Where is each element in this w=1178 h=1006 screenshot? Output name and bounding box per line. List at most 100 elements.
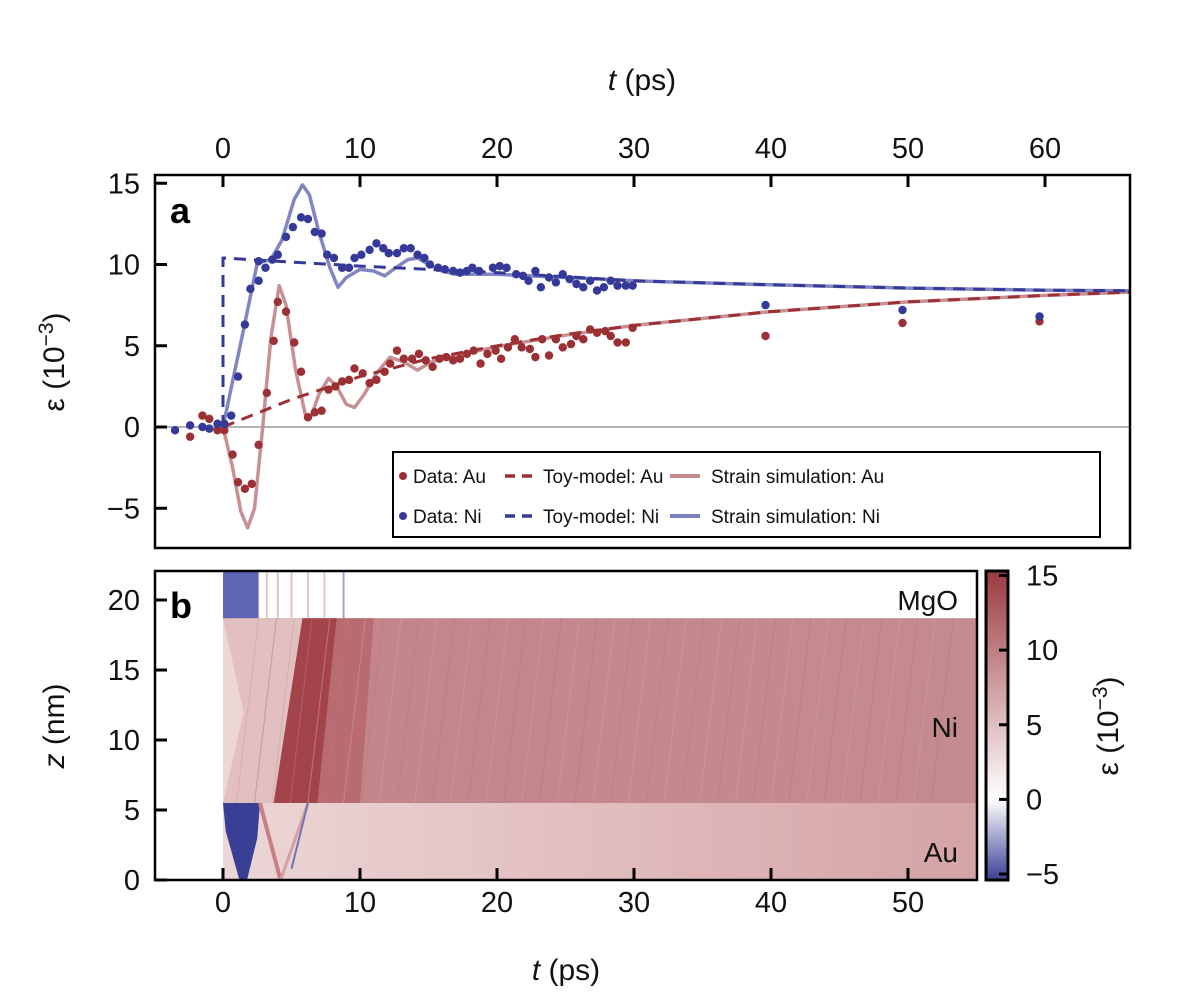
x-unit: (ps)	[625, 64, 677, 97]
y-unit-close: )	[38, 312, 71, 322]
heatmap-stripe	[342, 618, 367, 804]
data-point	[601, 326, 610, 336]
data-point	[538, 335, 547, 344]
data-point	[606, 276, 615, 285]
heatmap-stripe	[912, 618, 936, 804]
data-point	[247, 479, 256, 489]
colorbar-tick-label: −5	[1026, 859, 1059, 891]
data-point	[261, 263, 270, 272]
x-unit: (ps)	[549, 954, 601, 987]
panel-a-frame	[153, 173, 1132, 550]
data-point	[468, 263, 477, 272]
data-point	[254, 276, 263, 285]
data-point	[392, 346, 402, 355]
heatmap-stripe	[485, 618, 509, 804]
x-tick-label: 50	[892, 887, 924, 919]
colorbar-label: ε (10−3)	[1089, 676, 1125, 775]
colorbar-tick-label: 5	[1026, 710, 1042, 742]
panel-b-x-axis-label: t (ps)	[532, 954, 600, 987]
heatmap-stripe	[556, 618, 580, 804]
data-point	[551, 278, 561, 287]
data-point	[585, 276, 595, 285]
heatmap-au-reflection	[290, 802, 309, 870]
panel-b-axes: 0 10 20 30 40 50 0 5 10 15 20	[108, 585, 924, 919]
data-point	[170, 426, 180, 435]
data-point	[324, 385, 333, 394]
cb-symbol: ε	[1092, 762, 1125, 775]
x-tick-label: 30	[618, 887, 650, 919]
data-point	[185, 421, 195, 430]
data-point	[205, 414, 214, 424]
heatmap-stripe	[325, 618, 349, 804]
data-point	[531, 266, 540, 276]
x-tick-label: 40	[755, 887, 787, 919]
data-point	[372, 375, 381, 385]
data-point	[198, 411, 207, 420]
data-point	[281, 232, 291, 242]
data-point	[233, 372, 243, 381]
data-point	[435, 354, 444, 363]
data-point	[491, 346, 500, 355]
data-point	[442, 352, 451, 362]
data-point	[525, 344, 535, 354]
data-point	[365, 378, 374, 388]
data-point	[185, 432, 195, 441]
heatmap-stripe	[752, 618, 776, 804]
heatmap-stripe	[414, 618, 438, 804]
data-au-series	[185, 297, 1044, 493]
x-tick-label: 60	[1029, 133, 1061, 165]
x-tick-label: 10	[344, 887, 376, 919]
data-point	[198, 422, 207, 432]
data-point	[455, 268, 465, 277]
data-point	[425, 260, 435, 269]
legend-label: Data: Ni	[413, 507, 482, 528]
legend-item: Data: Au	[399, 467, 486, 488]
data-point	[273, 250, 282, 259]
data-point	[220, 426, 229, 435]
heatmap-stripe	[432, 618, 456, 804]
x-tick-label: 0	[215, 887, 231, 919]
data-point	[310, 227, 319, 237]
data-point	[240, 320, 250, 329]
heatmap-stripe	[574, 618, 598, 804]
heatmap-stripe	[289, 618, 313, 804]
data-point	[531, 352, 540, 362]
data-point	[421, 356, 430, 365]
heatmap-layer-au	[223, 803, 977, 880]
data-point	[392, 248, 402, 258]
data-point	[254, 440, 263, 450]
colorbar-tick-label: 15	[1026, 560, 1058, 592]
data-point	[337, 377, 347, 386]
panel-b-heatmap	[155, 571, 977, 880]
strain-simulation-au-curve	[221, 283, 1130, 530]
data-point	[296, 213, 306, 222]
legend: Data: Au Data: Ni Toy-model: Au Toy-model: …	[392, 451, 1101, 538]
data-point	[898, 318, 907, 328]
y-tick-label: 15	[108, 168, 140, 200]
heatmap-stripe	[271, 618, 295, 804]
data-point	[420, 253, 429, 263]
data-point	[303, 214, 313, 224]
data-point	[379, 244, 388, 253]
layer-label-mgo: MgO	[897, 585, 958, 616]
data-point	[510, 335, 520, 344]
y-tick-label: 15	[108, 655, 140, 687]
heatmap-stripe	[360, 618, 384, 804]
panel-a-x-axis-label: t (ps)	[608, 64, 676, 97]
heatmap-stripe	[467, 618, 491, 804]
data-point	[414, 349, 424, 359]
data-point	[483, 349, 492, 359]
heatmap-stripe	[253, 618, 278, 804]
x-tick-label: 10	[344, 133, 376, 165]
legend-item: Data: Ni	[399, 507, 482, 528]
heatmap-stripe	[521, 618, 545, 804]
heatmap-stripe	[895, 618, 919, 804]
data-point	[303, 413, 313, 422]
data-point	[1035, 312, 1044, 321]
layer-label-ni: Ni	[932, 712, 958, 743]
data-point	[572, 331, 581, 341]
data-point	[628, 323, 637, 333]
x-var: t	[608, 64, 618, 97]
data-point	[317, 229, 326, 238]
